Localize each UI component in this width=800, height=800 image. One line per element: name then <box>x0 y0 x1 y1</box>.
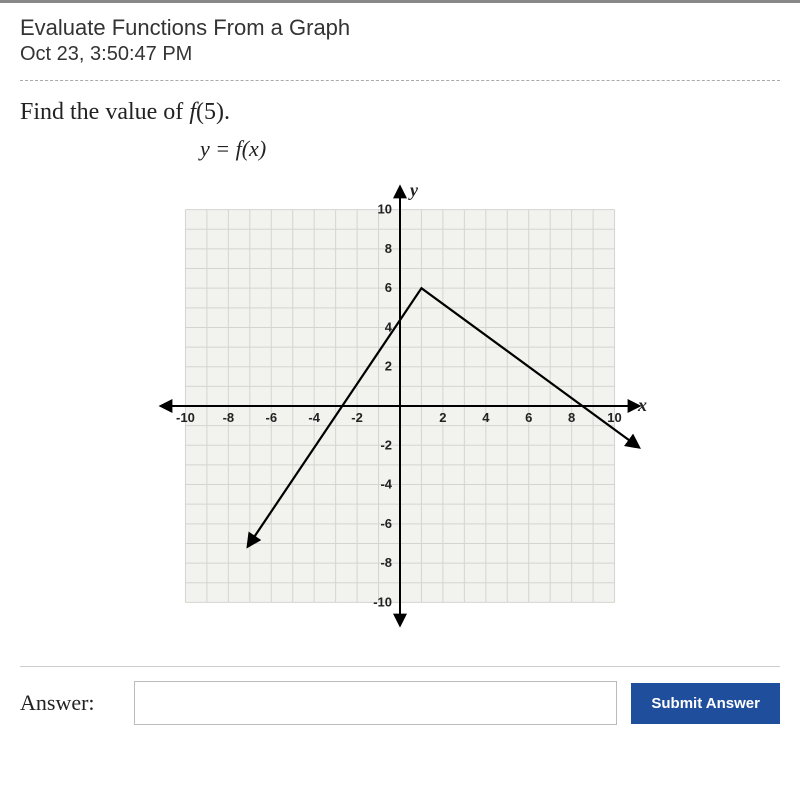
svg-text:10: 10 <box>378 202 392 217</box>
svg-text:-4: -4 <box>308 410 320 425</box>
svg-text:-4: -4 <box>380 477 392 492</box>
answer-input[interactable] <box>134 681 617 725</box>
svg-text:-2: -2 <box>380 437 392 452</box>
answer-label: Answer: <box>20 690 120 716</box>
answer-row: Answer: Submit Answer <box>20 666 780 725</box>
svg-text:-6: -6 <box>265 410 277 425</box>
svg-text:8: 8 <box>385 241 392 256</box>
svg-text:-2: -2 <box>351 410 363 425</box>
function-graph: -10-8-6-4-2246810108642-2-4-6-8-10yx <box>140 166 660 646</box>
svg-text:-6: -6 <box>380 516 392 531</box>
svg-text:2: 2 <box>385 359 392 374</box>
submit-button[interactable]: Submit Answer <box>631 683 780 724</box>
question-prompt: Find the value of f(5). <box>20 99 780 126</box>
svg-text:2: 2 <box>439 410 446 425</box>
svg-text:4: 4 <box>482 410 490 425</box>
equation-label: y = f(x) <box>200 136 680 162</box>
svg-text:6: 6 <box>525 410 532 425</box>
prompt-arg: (5). <box>196 99 230 125</box>
svg-text:6: 6 <box>385 280 392 295</box>
svg-text:10: 10 <box>607 410 621 425</box>
svg-text:x: x <box>637 395 647 415</box>
prompt-fn: f <box>189 99 196 125</box>
page-title: Evaluate Functions From a Graph <box>20 15 780 41</box>
prompt-prefix: Find the value of <box>20 99 189 125</box>
svg-text:-8: -8 <box>380 555 392 570</box>
timestamp: Oct 23, 3:50:47 PM <box>20 43 780 66</box>
svg-text:-10: -10 <box>373 594 392 609</box>
svg-text:-10: -10 <box>176 410 195 425</box>
svg-text:-8: -8 <box>223 410 235 425</box>
svg-text:y: y <box>408 180 419 200</box>
graph-container: y = f(x) -10-8-6-4-2246810108642-2-4-6-8… <box>120 136 680 646</box>
svg-text:8: 8 <box>568 410 575 425</box>
page-container: Evaluate Functions From a Graph Oct 23, … <box>0 0 800 800</box>
divider <box>20 80 780 81</box>
